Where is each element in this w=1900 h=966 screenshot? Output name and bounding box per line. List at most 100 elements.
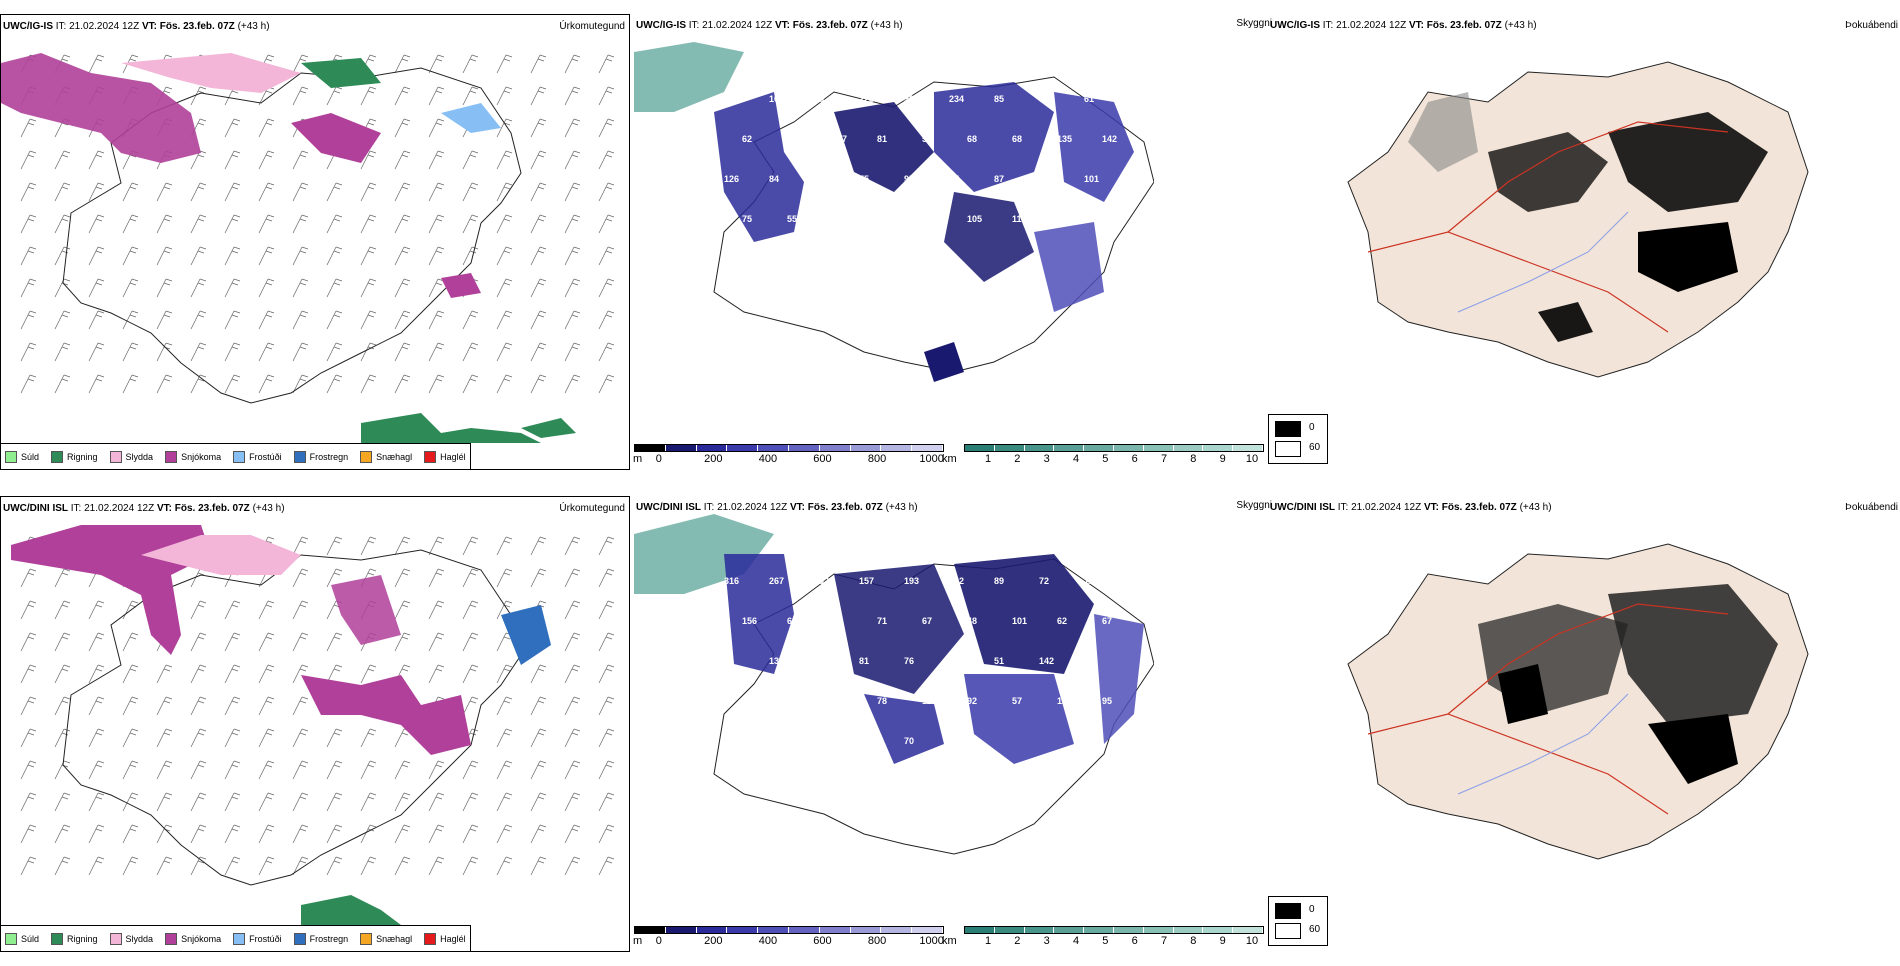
wind-barb	[122, 214, 139, 234]
wind-barb	[326, 86, 343, 106]
wind-barb	[224, 118, 241, 138]
wind-barb	[224, 728, 241, 748]
wind-barb	[88, 760, 105, 780]
wind-barb	[428, 856, 445, 876]
wind-barb	[292, 568, 309, 588]
colorbar-tick-label: 1000	[919, 453, 944, 465]
wind-barb	[122, 696, 139, 716]
wind-barb	[496, 342, 513, 362]
colorbar-segment	[758, 927, 789, 933]
fog-high-swatch	[1275, 421, 1301, 437]
wind-barb	[530, 214, 547, 234]
wind-barb	[258, 632, 275, 652]
wind-barb	[292, 824, 309, 844]
ceiling-value-label: 62	[787, 616, 797, 626]
wind-barb	[598, 86, 615, 106]
wind-barb	[428, 664, 445, 684]
colorbar-tick-label: 200	[704, 935, 723, 947]
rain-area	[361, 413, 541, 443]
wind-barb	[428, 568, 445, 588]
wind-barb	[394, 632, 411, 652]
wind-barb	[428, 150, 445, 170]
wind-barb	[394, 342, 411, 362]
colorbar-segment	[1054, 927, 1085, 933]
wind-barb	[122, 824, 139, 844]
legend-swatch	[293, 450, 306, 463]
colorbar-tick-label: 600	[813, 453, 832, 465]
wind-barb	[190, 664, 207, 684]
wind-barb	[224, 214, 241, 234]
colorbar-segment	[1024, 445, 1055, 451]
freezing-drizzle-area	[441, 103, 501, 133]
colorbar-segment	[758, 445, 789, 451]
wind-barb	[292, 342, 309, 362]
wind-barb	[326, 856, 343, 876]
wind-barb	[224, 600, 241, 620]
colorbar-segment	[912, 927, 943, 933]
ceiling-value-label: 85	[994, 94, 1004, 104]
wind-barb	[258, 856, 275, 876]
ceiling-value-label: 228	[859, 94, 874, 104]
ceiling-value-label: 105	[967, 214, 982, 224]
wind-barb	[156, 374, 173, 394]
wind-barb	[530, 728, 547, 748]
colorbar-tick-label: 7	[1160, 935, 1168, 947]
wind-barb	[54, 246, 71, 266]
wind-barb	[428, 54, 445, 74]
ceiling-value-label: 89	[994, 576, 1004, 586]
wind-barb	[530, 760, 547, 780]
ceiling-value-label: 84	[769, 174, 779, 184]
wind-barb	[122, 246, 139, 266]
ceiling-value-label: 316	[724, 576, 739, 586]
ceiling-value-label: 95	[1039, 94, 1049, 104]
legend-label: Slydda	[125, 933, 154, 944]
wind-barb	[88, 696, 105, 716]
colorbar-tick-label: 8	[1190, 453, 1197, 465]
wind-barb	[394, 760, 411, 780]
wind-barb	[598, 278, 615, 298]
colorbar-segment	[965, 927, 995, 933]
wind-barb	[292, 792, 309, 812]
precip-legend: Súld Rigning Slydda Snjókoma Frostúði Frostre…	[1, 443, 471, 469]
wind-barb	[54, 824, 71, 844]
ceiling-value-label: 267	[769, 576, 784, 586]
fog-indicator-panel-dini: UWC/DINI ISL IT: 21.02.2024 12Z VT: Fös.…	[1268, 496, 1900, 952]
legend-swatch	[51, 450, 64, 463]
wind-barb	[496, 86, 513, 106]
ceiling-value-label: 332	[949, 576, 964, 586]
colorbar-segment	[881, 927, 913, 933]
wind-barb	[462, 214, 479, 234]
legend-label: Súld	[21, 451, 40, 462]
legend-swatch	[424, 932, 437, 945]
ceiling-value-label: 92	[967, 696, 977, 706]
wind-barb	[462, 342, 479, 362]
wind-barb	[88, 792, 105, 812]
wind-barb	[88, 214, 105, 234]
ceiling-value-label: 45	[949, 656, 959, 666]
ceiling-value-label: 66	[832, 616, 842, 626]
ceiling-value-label: 75	[742, 214, 752, 224]
wind-barb	[156, 728, 173, 748]
wind-barb	[292, 856, 309, 876]
iceland-coastline	[62, 549, 522, 886]
ceiling-value-label: 81	[859, 656, 869, 666]
wind-barb	[530, 792, 547, 812]
wind-barb	[224, 150, 241, 170]
wind-barb	[496, 696, 513, 716]
wind-barb	[156, 856, 173, 876]
wind-barb	[530, 536, 547, 556]
colorbar-segment	[819, 927, 851, 933]
wind-barb	[258, 792, 275, 812]
colorbar-segment	[819, 445, 851, 451]
snow-area	[441, 273, 481, 298]
ceiling-value-label: 48	[967, 616, 977, 626]
ceiling-value-label: 67	[787, 134, 797, 144]
wind-barb	[224, 664, 241, 684]
fog-legend: 0 60	[1268, 896, 1328, 946]
wind-barb	[428, 760, 445, 780]
fog-area	[1498, 664, 1548, 724]
wind-barb	[20, 150, 37, 170]
colorbar-tick-label: 3	[1043, 453, 1050, 465]
wind-barb	[122, 664, 139, 684]
colorbar-tick-label: 8	[1190, 935, 1197, 947]
